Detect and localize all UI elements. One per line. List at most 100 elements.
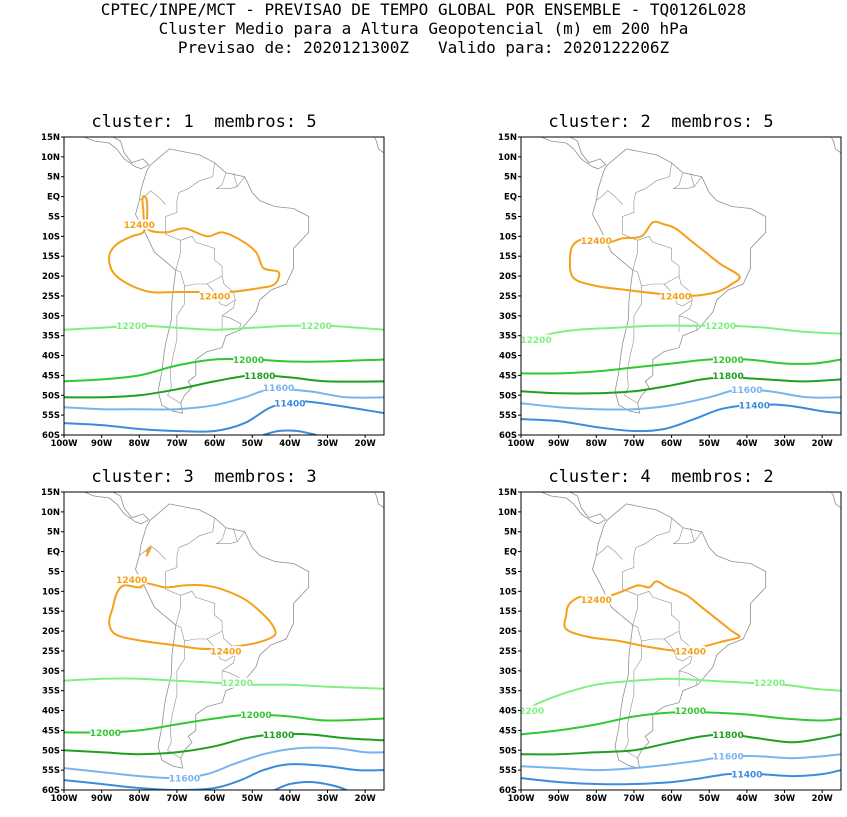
contour-label-bg — [754, 677, 785, 688]
x-tick-label: 50W — [699, 439, 721, 449]
header-title: CPTEC/INPE/MCT - PREVISAO DE TEMPO GLOBA… — [100, 0, 747, 19]
y-tick-label: 35S — [499, 332, 517, 342]
country-border — [167, 641, 185, 759]
y-tick-label: 5S — [505, 212, 517, 222]
contour-11800 — [64, 732, 384, 756]
y-tick-label: 20S — [42, 272, 60, 282]
contour-label-12400: 12400 — [199, 292, 230, 302]
cluster-1-title: cluster: 1 membros: 5 — [91, 112, 317, 132]
contour-label-bg — [116, 320, 147, 331]
x-tick-label: 90W — [91, 439, 113, 449]
contour-label-bg — [521, 705, 544, 716]
x-tick-label: 30W — [317, 439, 339, 449]
contour-label-12400: 12400 — [675, 647, 706, 657]
contour-label-bg — [210, 645, 241, 656]
contour-11800 — [64, 374, 384, 399]
country-border — [139, 545, 166, 560]
x-tick-label: 100W — [507, 794, 535, 804]
contour-label-bg — [660, 290, 691, 301]
africa-coastline — [831, 492, 841, 509]
y-tick-label: 5S — [505, 567, 517, 577]
cluster-2-map: 12400 12400 12200 12200 12000 11800 11600 11400… — [498, 133, 842, 449]
contour-label-12200: 12200 — [301, 322, 332, 332]
contour-label-12200: 12200 — [513, 707, 544, 717]
y-tick-label: 60S — [499, 431, 517, 441]
contour-label-bg — [713, 729, 744, 740]
plot-area — [64, 492, 384, 790]
contour-11400 — [521, 403, 841, 433]
country-border — [165, 517, 215, 626]
contour-label-bg — [713, 354, 744, 365]
y-tick-label: 10N — [498, 153, 517, 163]
x-tick-label: 50W — [242, 439, 264, 449]
contour-label-12000: 12000 — [90, 729, 121, 739]
contour-12200 — [64, 677, 384, 690]
cluster-1-map: 12400 12400 12200 12200 12000 11800 11600 11400… — [41, 133, 385, 449]
contour-label-bg — [705, 320, 736, 331]
contour-label-bg — [263, 729, 294, 740]
contour-label-bg — [263, 382, 294, 393]
x-tick-label: 30W — [317, 794, 339, 804]
y-tick-label: 40S — [42, 352, 60, 362]
y-tick-label: 35S — [499, 687, 517, 697]
contour-label-bg — [581, 235, 612, 246]
contour-label-12400: 12400 — [660, 292, 691, 302]
cluster-2-panel: cluster: 2 membros: 5 12400 12400 12200 122… — [481, 112, 842, 462]
y-tick-label: 30S — [42, 312, 60, 322]
y-tick-label: 15S — [499, 607, 517, 617]
y-tick-label: 5N — [47, 528, 60, 538]
contour-11400 — [64, 400, 384, 433]
south-america-coastline — [592, 148, 767, 414]
contour-label-12400: 12400 — [581, 237, 612, 247]
y-tick-label: 45S — [42, 726, 60, 736]
y-tick-label: 15N — [498, 133, 517, 143]
x-tick-label: 90W — [91, 794, 113, 804]
contour-label-12200: 12200 — [754, 679, 785, 689]
contour-label-12400: 12400 — [210, 647, 241, 657]
x-tick-label: 60W — [661, 794, 683, 804]
cluster-4-title: cluster: 4 membros: 2 — [548, 467, 774, 487]
x-tick-label: 20W — [812, 439, 834, 449]
contour-label-12000: 12000 — [240, 711, 271, 721]
country-border — [690, 527, 695, 542]
contour-label-12200: 12200 — [116, 322, 147, 332]
south-america-coastline — [135, 148, 310, 414]
country-border — [632, 235, 680, 287]
contour-label-11800: 11800 — [263, 731, 294, 741]
y-tick-label: 30S — [499, 667, 517, 677]
contour-12400 — [108, 582, 277, 650]
y-tick-label: 10S — [499, 232, 517, 242]
y-tick-label: 60S — [42, 786, 60, 796]
y-tick-label: 55S — [499, 411, 517, 421]
x-tick-label: 60W — [204, 794, 226, 804]
x-tick-label: 80W — [586, 439, 608, 449]
country-border — [678, 654, 693, 672]
y-tick-label: 20S — [499, 272, 517, 282]
y-tick-label: 10N — [41, 508, 60, 518]
contour-label-bg — [241, 709, 271, 720]
contour-label-11600: 11600 — [731, 386, 762, 396]
y-tick-label: 5N — [47, 173, 60, 183]
plot-area — [64, 137, 384, 435]
y-tick-label: 5N — [504, 528, 517, 538]
contour-12200 — [521, 324, 841, 345]
contour-label-bg — [169, 773, 200, 784]
y-tick-label: 10S — [42, 232, 60, 242]
contour-label-bg — [731, 384, 762, 395]
contour-label-11400: 11400 — [274, 400, 305, 410]
country-border — [233, 527, 238, 542]
x-tick-label: 70W — [166, 439, 188, 449]
y-tick-label: 35S — [42, 332, 60, 342]
africa-coastline — [374, 137, 384, 154]
y-tick-label: 55S — [42, 411, 60, 421]
y-tick-label: 25S — [42, 647, 60, 657]
x-tick-label: 80W — [586, 794, 608, 804]
y-tick-label: 50S — [42, 746, 60, 756]
plot-frame — [520, 136, 842, 436]
y-tick-label: 10S — [499, 587, 517, 597]
contour-label-11600: 11600 — [263, 384, 294, 394]
header-subtitle: Cluster Medio para a Altura Geopotencial… — [158, 19, 689, 38]
country-border — [624, 641, 642, 759]
contour-label-bg — [124, 219, 155, 230]
x-tick-label: 40W — [279, 439, 301, 449]
